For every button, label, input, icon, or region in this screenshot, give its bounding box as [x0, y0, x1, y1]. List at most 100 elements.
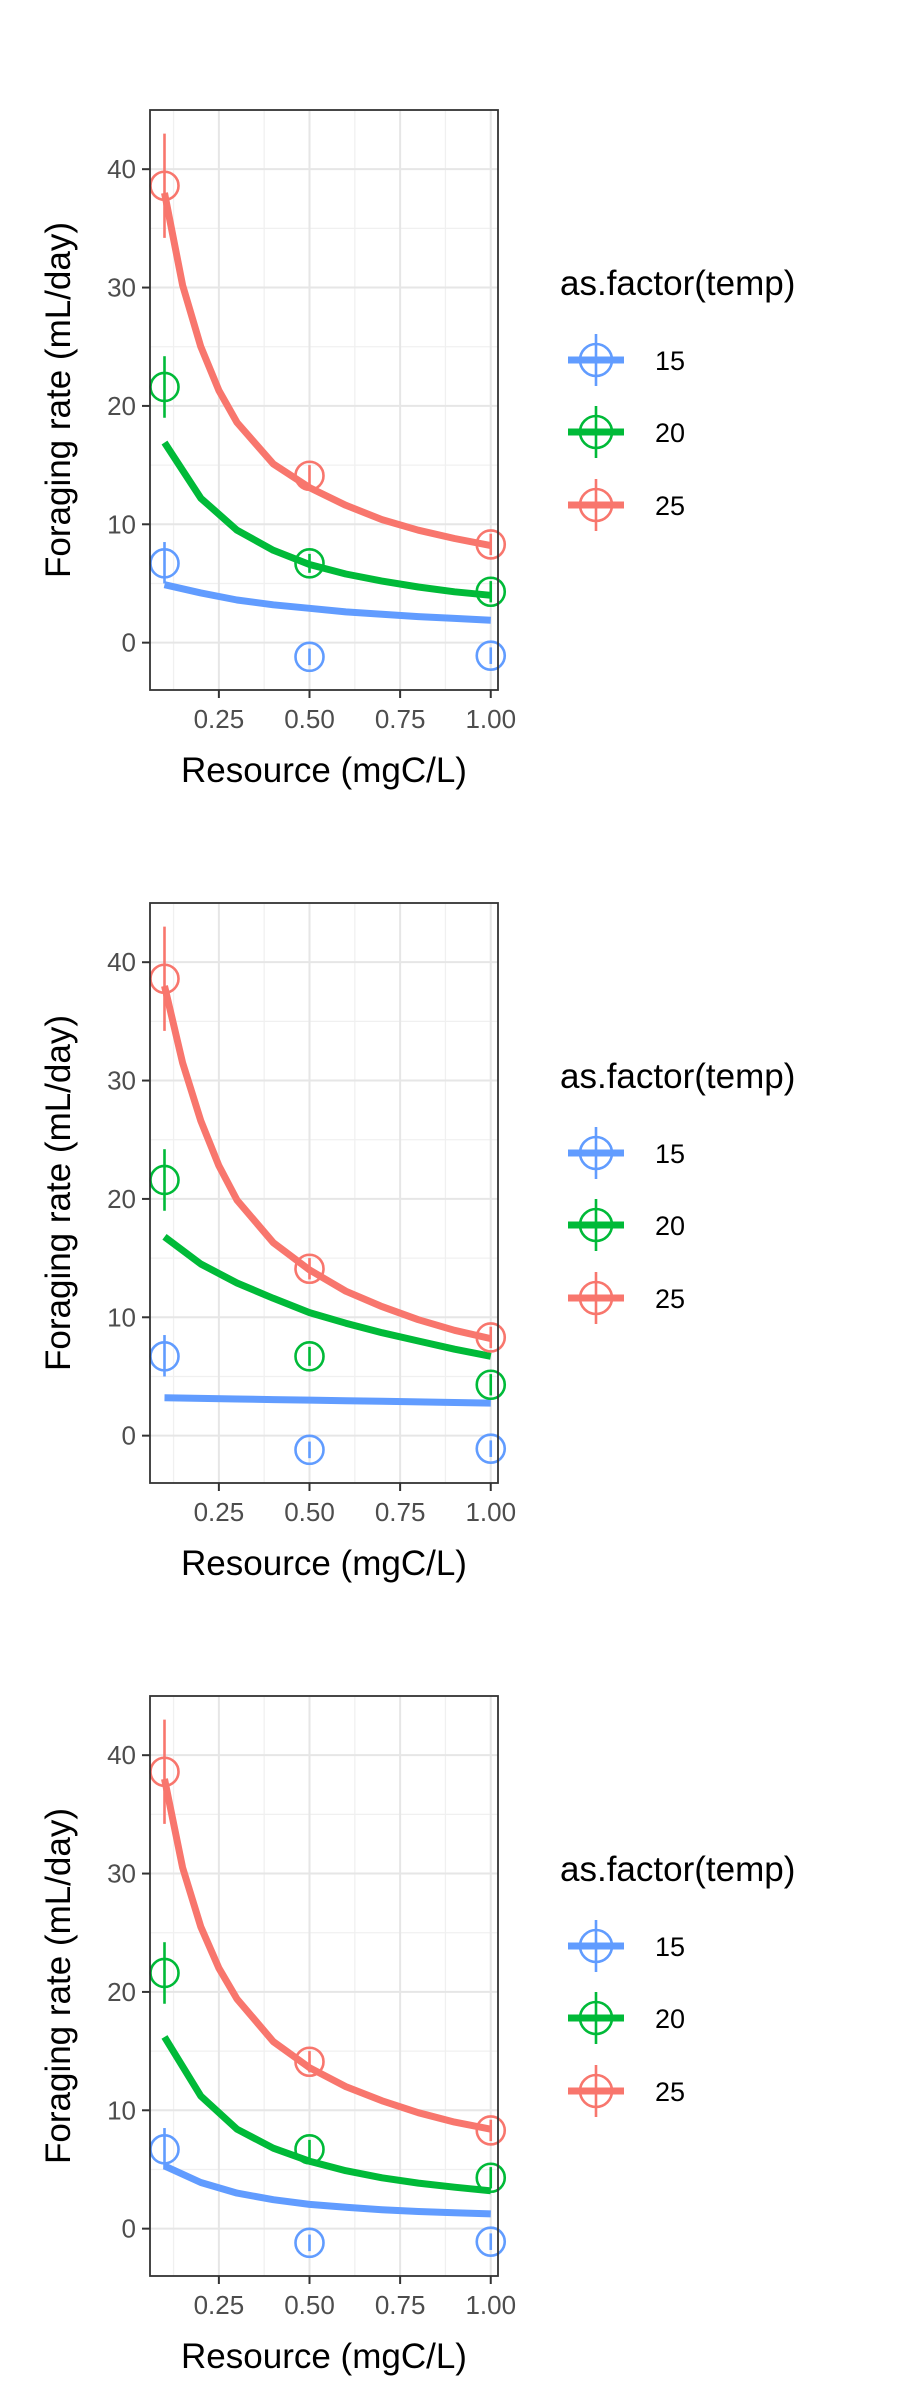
- chart-panel-2: 0 10 20 30 40 0.25 0.50 0.75 1.00 Resource (mgC…: [39, 902, 795, 1583]
- x-tick-label-3-3: 1.00: [465, 2290, 516, 2320]
- x-tick-label-3-0: 0.25: [194, 2290, 245, 2320]
- plot-area-3: [150, 1696, 498, 2276]
- point-marker-2-25-1: [294, 1253, 325, 1285]
- data-point-1-20-2: [475, 576, 507, 608]
- chart-panel-3: 0 10 20 30 40 0.25 0.50 0.75 1.00 Resource (mgC…: [39, 1695, 795, 2376]
- data-point-1-15-1: [294, 641, 325, 673]
- y-tick-label-1-3: 30: [107, 273, 136, 303]
- fit-line-1-15: [163, 581, 491, 624]
- fit-line-3-25: [161, 1778, 492, 2133]
- y-axis-title-1: Foraging rate (mL/day): [39, 222, 78, 578]
- y-tick-label-3-1: 10: [107, 2095, 136, 2125]
- series-lines-3: [161, 1778, 492, 2218]
- point-marker-3-15-2: [475, 2226, 507, 2257]
- x-tick-label-1-2: 0.75: [375, 704, 426, 734]
- legend-label-2-1: 20: [655, 1211, 685, 1241]
- y-tick-label-1-1: 10: [107, 509, 136, 539]
- x-tick-label-2-1: 0.50: [284, 1497, 335, 1527]
- legend-label-1-0: 15: [655, 346, 685, 376]
- point-marker-1-15-2: [475, 640, 507, 671]
- legend-item-3-0: 15: [568, 1920, 685, 1972]
- point-marker-2-20-2: [475, 1369, 507, 1401]
- y-tick-label-2-2: 20: [107, 1184, 136, 1214]
- y-axis-title-2: Foraging rate (mL/day): [39, 1015, 78, 1371]
- legend-label-1-2: 25: [655, 491, 685, 521]
- x-tick-label-1-1: 0.50: [284, 704, 335, 734]
- y-tick-label-2-3: 30: [107, 1066, 136, 1096]
- y-ticks-3: 0 10 20 30 40: [107, 1740, 150, 2244]
- legend-3: as.factor(temp) 15 20 25: [560, 1850, 795, 2117]
- legend-title-3: as.factor(temp): [560, 1850, 795, 1889]
- data-point-1-20-1: [294, 548, 325, 579]
- data-point-3-15-2: [475, 2226, 507, 2257]
- point-marker-3-20-1: [294, 2134, 325, 2165]
- legend-item-3-1: 20: [568, 1992, 685, 2044]
- legend-label-3-0: 15: [655, 1932, 685, 1962]
- chart-panel-1: 0 10 20 30 40 0.25 0.50 0.75 1.00 Resource (mgC…: [39, 109, 795, 790]
- legend-label-2-0: 15: [655, 1139, 685, 1169]
- point-marker-3-15-1: [294, 2227, 325, 2259]
- legend-title-2: as.factor(temp): [560, 1057, 795, 1096]
- x-tick-label-1-0: 0.25: [194, 704, 245, 734]
- point-marker-1-25-1: [294, 460, 325, 492]
- legend-label-3-1: 20: [655, 2004, 685, 2034]
- series-lines-2: [161, 985, 492, 1407]
- series-lines-1: [161, 192, 492, 624]
- data-point-3-20-1: [294, 2134, 325, 2165]
- y-tick-label-1-4: 40: [107, 154, 136, 184]
- fit-line-3-20: [161, 2035, 492, 2195]
- data-point-1-25-2: [475, 529, 507, 560]
- plot-border-3: [149, 1695, 499, 2277]
- x-axis-title-2: Resource (mgC/L): [181, 1544, 467, 1583]
- point-marker-1-20-2: [475, 576, 507, 608]
- x-ticks-2: 0.25 0.50 0.75 1.00: [194, 1483, 516, 1527]
- point-marker-3-25-1: [294, 2046, 325, 2078]
- x-ticks-3: 0.25 0.50 0.75 1.00: [194, 2276, 516, 2320]
- point-marker-1-25-2: [475, 529, 507, 560]
- y-tick-label-3-2: 20: [107, 1977, 136, 2007]
- legend-title-1: as.factor(temp): [560, 264, 795, 303]
- point-marker-2-25-2: [475, 1322, 507, 1353]
- y-tick-label-1-2: 20: [107, 391, 136, 421]
- fit-line-1-25: [161, 192, 492, 550]
- data-point-2-20-2: [475, 1369, 507, 1401]
- y-ticks-1: 0 10 20 30 40: [107, 154, 150, 658]
- x-axis-title-1: Resource (mgC/L): [181, 751, 467, 790]
- point-marker-1-20-1: [294, 548, 325, 579]
- y-axis-title-3: Foraging rate (mL/day): [39, 1808, 78, 2164]
- y-tick-label-1-0: 0: [122, 628, 136, 658]
- x-tick-label-2-0: 0.25: [194, 1497, 245, 1527]
- data-point-1-15-2: [475, 640, 507, 671]
- data-point-2-25-1: [294, 1253, 325, 1285]
- legend-item-2-2: 25: [568, 1272, 685, 1324]
- legend-item-1-1: 20: [568, 406, 685, 458]
- fit-line-2-20: [162, 1233, 492, 1360]
- y-tick-label-2-4: 40: [107, 947, 136, 977]
- legend-item-1-0: 15: [568, 334, 685, 386]
- grid-1: [150, 109, 498, 690]
- legend-2: as.factor(temp) 15 20 25: [560, 1057, 795, 1324]
- plot-border-1: [149, 109, 499, 691]
- x-tick-label-2-3: 1.00: [465, 1497, 516, 1527]
- legend-label-3-2: 25: [655, 2077, 685, 2107]
- x-tick-label-3-1: 0.50: [284, 2290, 335, 2320]
- series-points-1: [149, 133, 507, 673]
- series-points-2: [149, 926, 507, 1466]
- data-point-3-25-2: [475, 2115, 507, 2146]
- point-marker-3-25-2: [475, 2115, 507, 2146]
- legend-label-1-1: 20: [655, 418, 685, 448]
- x-ticks-1: 0.25 0.50 0.75 1.00: [194, 690, 516, 734]
- y-tick-label-2-1: 10: [107, 1302, 136, 1332]
- point-marker-2-15-1: [294, 1434, 325, 1466]
- data-point-1-25-1: [294, 460, 325, 492]
- point-marker-2-15-2: [475, 1433, 507, 1464]
- x-tick-label-1-3: 1.00: [465, 704, 516, 734]
- fit-line-3-15: [163, 2162, 491, 2218]
- legend-item-2-0: 15: [568, 1127, 685, 1179]
- legend-label-2-2: 25: [655, 1284, 685, 1314]
- x-tick-label-2-2: 0.75: [375, 1497, 426, 1527]
- point-marker-3-20-2: [475, 2162, 507, 2194]
- data-point-3-25-1: [294, 2046, 325, 2078]
- point-marker-1-15-1: [294, 641, 325, 673]
